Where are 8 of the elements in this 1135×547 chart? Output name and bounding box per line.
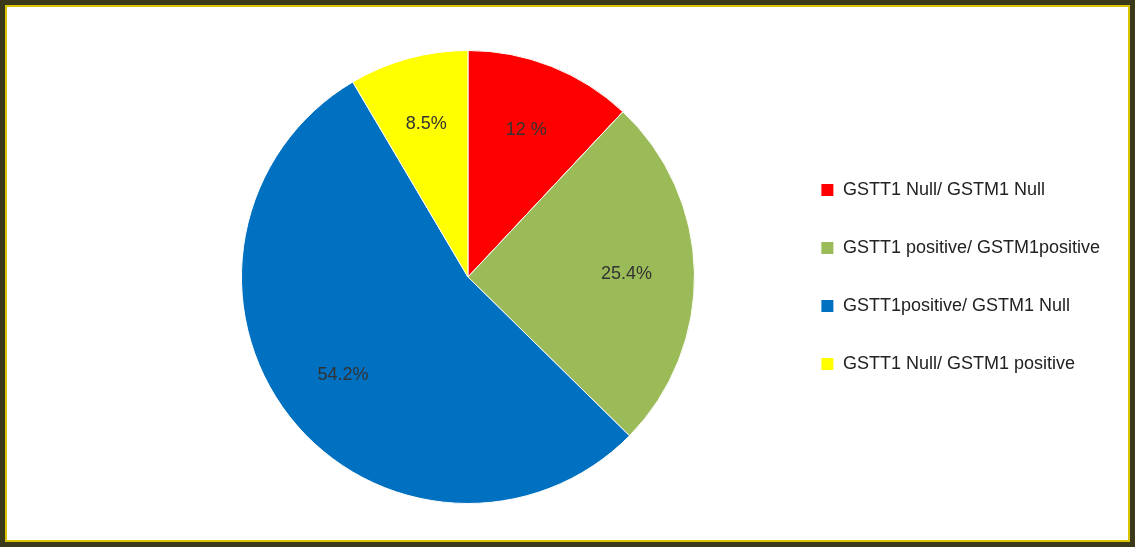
legend-label: GSTT1positive/ GSTM1 Null (842, 294, 1070, 315)
data-label: 12 % (505, 118, 547, 139)
data-label: 54.2% (317, 363, 369, 384)
data-label: 25.4% (600, 262, 652, 283)
data-label: 8.5% (405, 113, 447, 134)
legend-label: GSTT1 Null/ GSTM1 positive (842, 352, 1075, 373)
legend-label: GSTT1 Null/ GSTM1 Null (842, 178, 1045, 199)
legend-label: GSTT1 positive/ GSTM1positive (842, 236, 1101, 257)
